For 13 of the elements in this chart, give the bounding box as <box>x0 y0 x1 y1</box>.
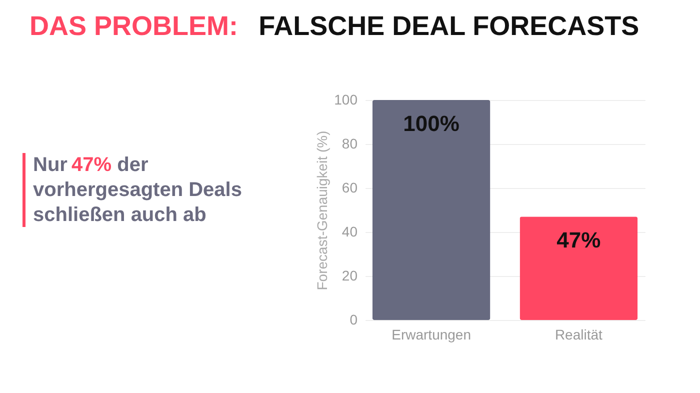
y-tick-label: 60 <box>342 180 358 196</box>
y-tick-label: 100 <box>334 92 358 108</box>
x-tick-label: Realität <box>554 326 603 342</box>
y-tick-label: 80 <box>342 136 358 152</box>
y-tick-label: 0 <box>350 312 358 328</box>
x-tick-label: Erwartungen <box>392 326 472 342</box>
data-label: 100% <box>403 111 460 136</box>
y-tick-label: 20 <box>342 268 358 284</box>
text: Nur 47% der vorhergesagten Deals schließen auch ab <box>33 154 242 226</box>
y-axis-title: Forecast-Genauigkeit (%) <box>314 130 330 290</box>
chart-title: DAS PROBLEM: FALSCHE DEAL FORECASTS <box>30 11 640 41</box>
data-label: 47% <box>556 228 601 253</box>
y-tick-label: 40 <box>342 224 358 240</box>
